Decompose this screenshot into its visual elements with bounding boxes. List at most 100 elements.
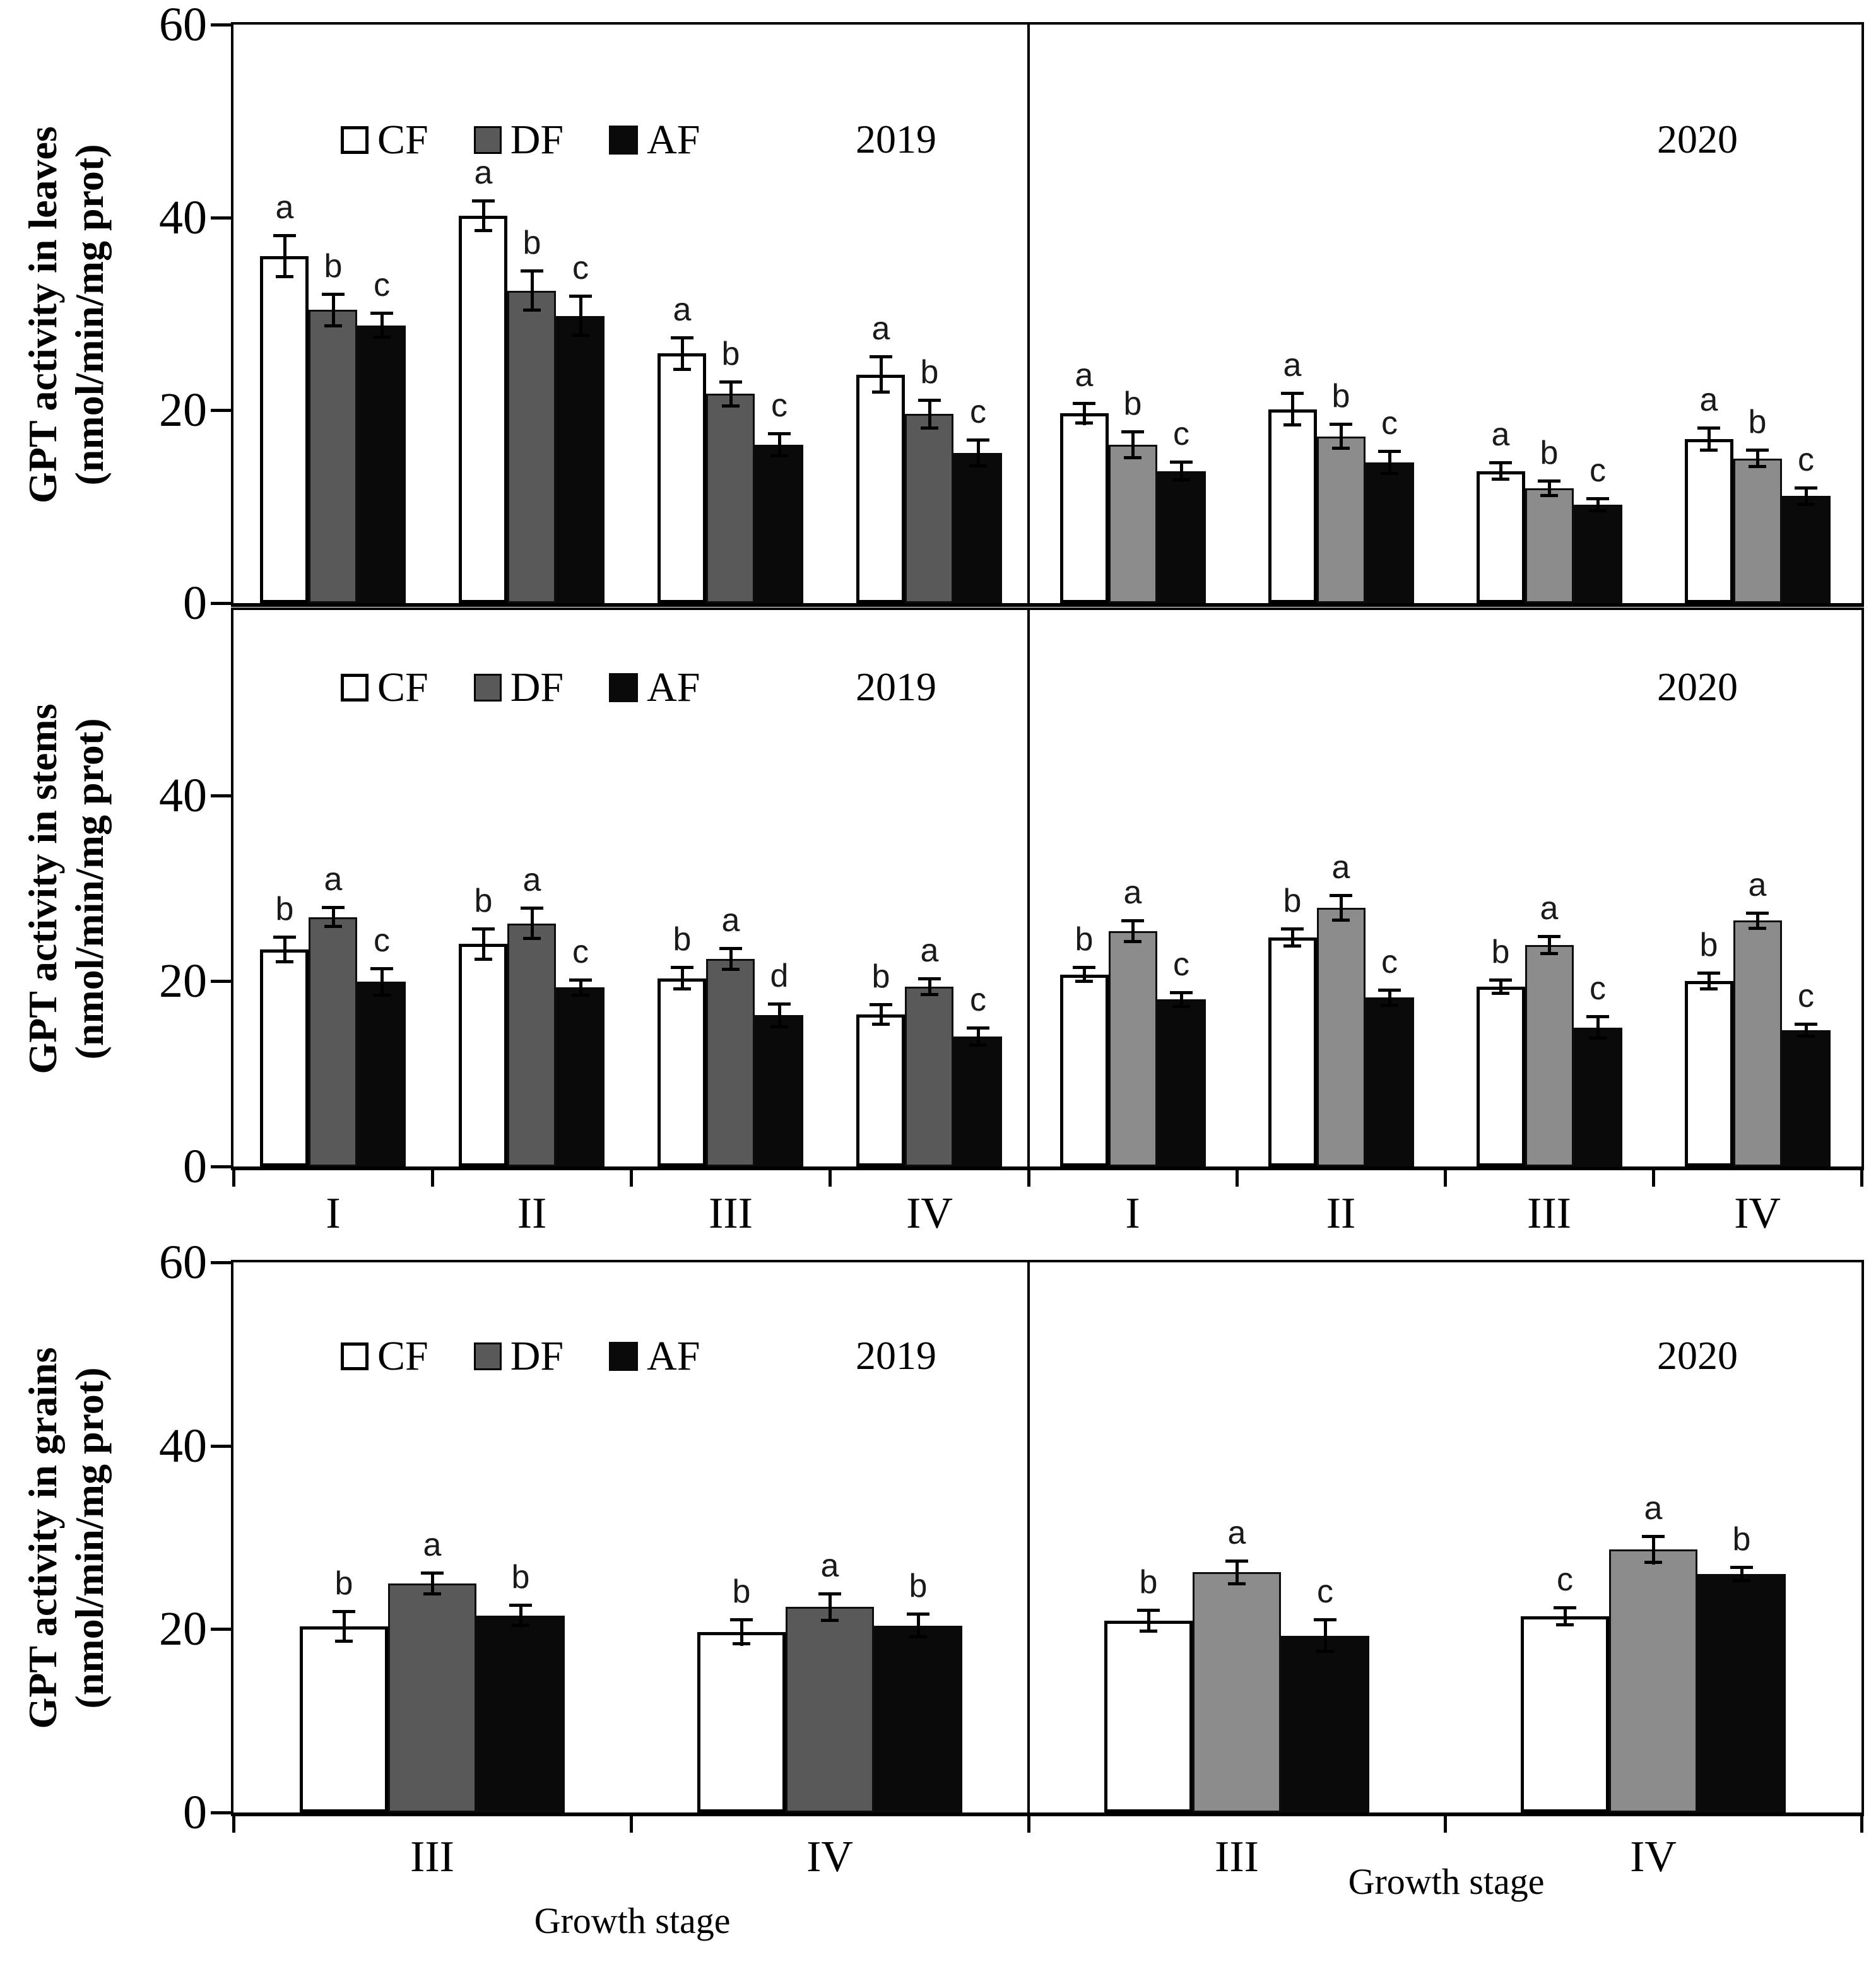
error-bar-cap-bottom (1733, 1579, 1750, 1582)
error-bar-line (381, 312, 384, 339)
error-bar-cap-top (1489, 461, 1512, 464)
significance-letter: c (1173, 416, 1189, 452)
x-tick (232, 1170, 235, 1187)
error-bar-cap-bottom (1172, 478, 1190, 481)
y-axis-title-text: GPT activity in leaves (nmol/min/mg prot) (20, 126, 113, 503)
legend-swatch-cf (341, 674, 369, 702)
legend-swatch-af (609, 1342, 639, 1371)
legend-item-cf: CF (341, 116, 428, 164)
bar-leaves-2020-IV-DF (1733, 459, 1782, 603)
error-bar-cap-top (1330, 423, 1352, 426)
legend-swatch-df (473, 126, 502, 154)
significance-letter: c (374, 922, 390, 959)
bar-stems-2020-III-DF (1525, 945, 1574, 1166)
error-bar-line (1388, 989, 1391, 1007)
error-bar-cap-top (1121, 430, 1144, 433)
legend-item-df: DF (473, 116, 563, 164)
y-tick (211, 794, 231, 797)
error-bar-line (928, 399, 931, 430)
bar-stems-2019-II-AF (556, 987, 605, 1166)
significance-letter: c (1317, 1573, 1333, 1610)
bar-grains-2020-III-DF (1193, 1572, 1281, 1812)
bar-grains-2019-IV-AF (874, 1626, 962, 1812)
error-bar-cap-bottom (1332, 447, 1350, 450)
error-bar-cap-bottom (1124, 456, 1142, 459)
bar-stems-2019-I-DF (309, 917, 357, 1166)
legend-swatch-cf (341, 1342, 369, 1370)
legend-label: AF (647, 664, 700, 710)
error-bar-cap-top (1697, 972, 1720, 975)
error-bar-line (880, 1003, 883, 1025)
error-bar-cap-top (472, 199, 495, 203)
bar-stems-2019-IV-AF (953, 1037, 1002, 1166)
y-tick (211, 1261, 231, 1264)
significance-letter: a (920, 932, 939, 969)
bar-leaves-2020-I-AF (1157, 471, 1206, 603)
error-bar-cap-top (370, 967, 393, 970)
error-bar-cap-top (421, 1571, 444, 1575)
error-bar-cap-bottom (1644, 1561, 1662, 1564)
error-bar-line (829, 1592, 832, 1622)
error-bar-cap-bottom (1332, 919, 1350, 922)
error-bar-cap-bottom (1381, 472, 1398, 475)
year-label-2019: 2019 (856, 1333, 936, 1378)
significance-letter: c (1381, 944, 1398, 980)
error-bar-cap-bottom (1797, 503, 1815, 506)
y-axis-title-stems: GPT activity in stems (nmol/min/mg prot) (9, 608, 123, 1170)
error-bar-cap-bottom (1589, 1037, 1607, 1040)
y-tick (211, 980, 231, 983)
legend-item-df: DF (473, 1332, 563, 1380)
bar-grains-2019-IV-DF (786, 1607, 874, 1812)
legend-label: AF (647, 1333, 700, 1379)
significance-letter: a (820, 1548, 839, 1584)
bar-leaves-2020-IV-AF (1782, 496, 1831, 603)
significance-letter: b (511, 1559, 530, 1595)
x-axis-title: Growth stage (534, 1900, 731, 1941)
error-bar-line (343, 1610, 346, 1643)
legend-item-af: AF (609, 664, 700, 712)
significance-letter: a (522, 862, 541, 898)
significance-letter: c (771, 387, 788, 424)
error-bar-cap-bottom (512, 1624, 529, 1627)
bar-grains-2019-IV-CF (697, 1632, 786, 1812)
significance-letter: b (871, 958, 890, 995)
error-bar-cap-top (870, 355, 892, 358)
bar-grains-2020-III-CF (1104, 1621, 1193, 1812)
error-bar-cap-top (1746, 912, 1769, 915)
error-bar-cap-bottom (673, 368, 691, 371)
error-bar-cap-top (273, 234, 296, 237)
error-bar-cap-top (818, 1592, 841, 1595)
error-bar-cap-top (1697, 426, 1720, 430)
error-bar-cap-bottom (1749, 465, 1766, 468)
error-bar-cap-top (1795, 486, 1817, 490)
error-bar-line (1291, 392, 1294, 426)
error-bar-line (778, 1002, 781, 1028)
legend-item-df: DF (473, 664, 563, 712)
error-bar-cap-bottom (770, 454, 788, 457)
x-tick (1027, 1816, 1030, 1833)
error-bar-cap-top (768, 1002, 791, 1006)
bar-leaves-2019-IV-AF (953, 453, 1002, 603)
error-bar-cap-bottom (722, 404, 740, 408)
bar-leaves-2020-III-DF (1525, 488, 1574, 603)
error-bar-cap-top (1489, 978, 1512, 982)
stage-label-I: I (1125, 1189, 1140, 1238)
error-bar-cap-top (1746, 449, 1769, 452)
stage-label-III: III (1527, 1189, 1571, 1238)
error-bar-line (1083, 966, 1086, 982)
error-bar-cap-bottom (1797, 1035, 1815, 1038)
bar-leaves-2020-II-CF (1268, 409, 1317, 603)
significance-letter: b (1123, 385, 1142, 422)
bar-grains-2019-III-AF (476, 1616, 565, 1812)
significance-letter: c (1590, 970, 1606, 1007)
error-bar-cap-top (1642, 1535, 1665, 1538)
panel-box-stems (231, 608, 1864, 1170)
error-bar-cap-top (569, 978, 592, 982)
error-bar-line (1083, 402, 1086, 425)
significance-letter: c (1557, 1561, 1573, 1598)
y-axis-title-line: (nmol/min/mg prot) (67, 1367, 112, 1709)
y-tick-label: 40 (159, 191, 207, 244)
x-tick (630, 1816, 633, 1833)
significance-letter: b (1748, 404, 1767, 440)
significance-letter: a (1748, 867, 1767, 903)
